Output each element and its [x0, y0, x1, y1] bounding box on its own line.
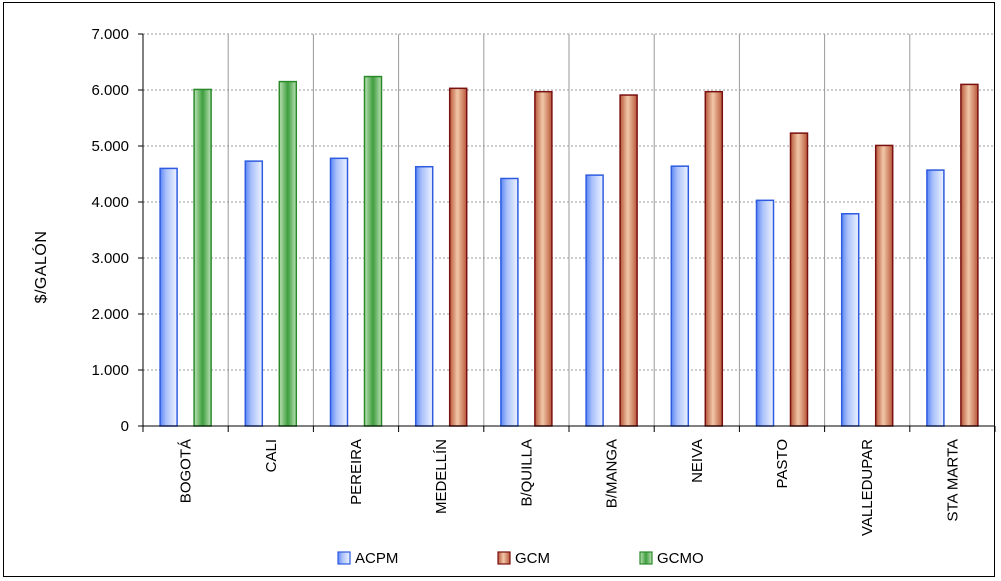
- bar-acpm-9: [926, 169, 945, 427]
- bar-gcm-7: [789, 132, 809, 427]
- category-label: VALLEDUPAR: [859, 439, 876, 536]
- legend-label-gcm: GCM: [515, 550, 550, 567]
- bar-acpm-1: [244, 160, 264, 427]
- bars-layer: [159, 75, 979, 427]
- category-label: BOGOTÁ: [178, 439, 195, 503]
- legend-swatch-gcm: [497, 551, 511, 565]
- bar-acpm-2: [329, 157, 349, 427]
- bar-gcmo-1: [278, 80, 298, 427]
- y-tick-label: 0: [121, 418, 129, 435]
- category-label: B/MANGA: [604, 439, 621, 508]
- y-axis-title: $/GALÓN: [31, 231, 50, 304]
- legend-label-acpm: ACPM: [355, 550, 398, 567]
- bar-gcm-9: [960, 83, 979, 427]
- category-label: PEREIRA: [348, 439, 365, 505]
- category-label: STA MARTA: [944, 439, 961, 522]
- y-tick-label: 2.000: [91, 306, 129, 323]
- bar-gcm-4: [534, 90, 553, 427]
- bar-acpm-5: [585, 174, 604, 427]
- bar-gcm-3: [448, 87, 468, 427]
- legend: ACPM GCM GCMO: [337, 550, 704, 567]
- bar-acpm-3: [414, 165, 434, 427]
- bar-acpm-6: [670, 165, 690, 427]
- legend-swatch-gcmo: [639, 551, 653, 565]
- grid-layer: [143, 33, 995, 426]
- y-tick-label: 5.000: [91, 138, 129, 155]
- bar-acpm-4: [500, 177, 519, 427]
- category-labels: BOGOTÁ CALI PEREIRA MEDELLÍN B/QUILLA B/MANGA…: [178, 439, 962, 536]
- bar-gcmo-0: [193, 88, 212, 427]
- y-tick-label: 7.000: [91, 26, 129, 43]
- category-label: PASTO: [774, 439, 791, 488]
- category-label: NEIVA: [689, 439, 706, 483]
- legend-swatch-acpm: [337, 551, 351, 565]
- y-tick-label: 6.000: [91, 82, 129, 99]
- bar-acpm-8: [840, 213, 860, 427]
- y-tick-labels: 0 1.000 2.000 3.000 4.000 5.000 6.000 7.000: [91, 26, 129, 435]
- category-label: B/QUILLA: [518, 439, 535, 507]
- y-tick-label: 3.000: [91, 250, 129, 267]
- category-label: MEDELLÍN: [433, 439, 450, 514]
- bar-acpm-0: [159, 167, 178, 427]
- bar-gcm-8: [874, 144, 894, 427]
- category-label: CALI: [263, 439, 280, 472]
- y-tick-label: 1.000: [91, 362, 129, 379]
- y-tick-label: 4.000: [91, 194, 129, 211]
- legend-label-gcmo: GCMO: [657, 550, 704, 567]
- bar-gcm-6: [704, 90, 724, 427]
- axes-layer: [138, 33, 996, 432]
- bar-gcmo-2: [363, 75, 383, 427]
- bar-gcm-5: [619, 94, 638, 427]
- bar-acpm-7: [755, 199, 775, 427]
